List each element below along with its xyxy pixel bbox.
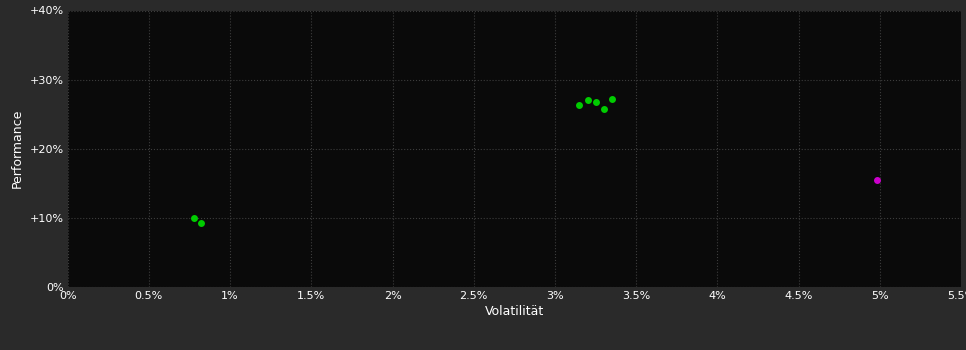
Point — [193, 220, 209, 226]
Point — [186, 215, 202, 221]
Point — [604, 96, 619, 102]
Point — [588, 99, 604, 105]
Y-axis label: Performance: Performance — [11, 109, 24, 188]
Point — [572, 103, 587, 108]
X-axis label: Volatilität: Volatilität — [485, 305, 544, 318]
Point — [596, 106, 611, 111]
Point — [580, 98, 595, 103]
Point — [869, 177, 885, 183]
